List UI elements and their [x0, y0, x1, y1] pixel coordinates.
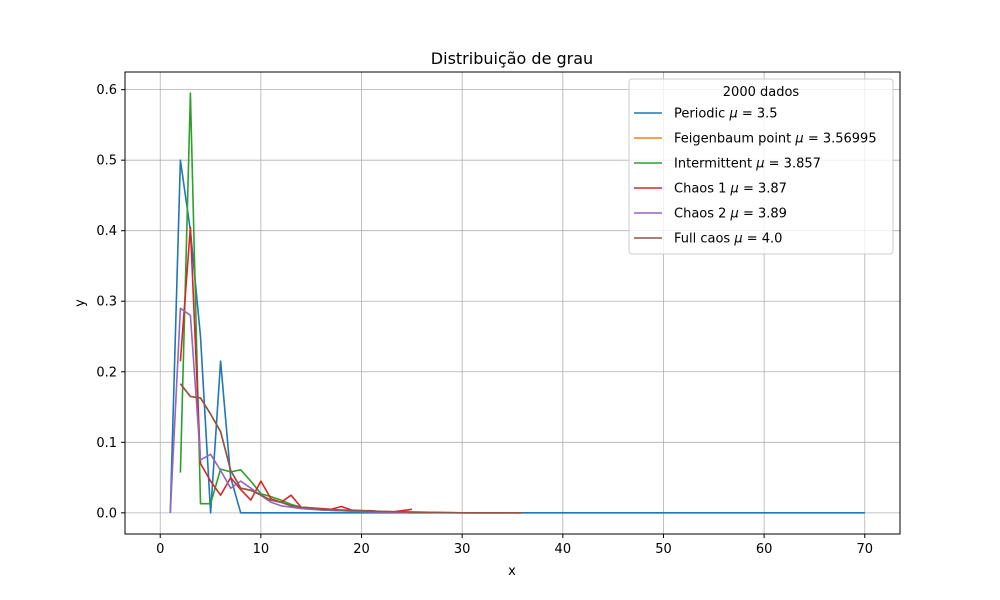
series-line-full-caos [179, 383, 523, 514]
x-tick-label: 10 [253, 542, 270, 557]
legend-label: Chaos 1 μ = 3.87 [674, 182, 787, 197]
y-tick-label: 0.4 [96, 224, 117, 239]
plot-frame [124, 71, 901, 535]
x-tick-label: 60 [756, 542, 773, 557]
x-tick-label: 50 [655, 542, 672, 557]
legend-label: Feigenbaum point μ = 3.56995 [674, 132, 877, 147]
legend-label: Intermittent μ = 3.857 [674, 157, 821, 172]
y-tick-label: 0.5 [96, 154, 117, 169]
legend-label: Chaos 2 μ = 3.89 [674, 207, 787, 222]
y-axis-label: y [73, 299, 88, 307]
y-axis: 0.0 0.1 0.2 0.3 0.4 0.5 0.6 [96, 83, 125, 521]
y-tick-label: 0.0 [96, 506, 117, 521]
series-layer [169, 92, 865, 514]
legend-entries: Periodic μ = 3.5 Feigenbaum point μ = 3.5… [634, 107, 877, 247]
x-tick-label: 70 [856, 542, 873, 557]
legend-label: Periodic μ = 3.5 [674, 107, 778, 122]
legend: 2000 dados Periodic μ = 3.5 Feigenbaum po… [628, 78, 894, 255]
x-tick-label: 30 [454, 542, 471, 557]
x-tick-label: 40 [555, 542, 572, 557]
series-line-periodic [169, 159, 865, 514]
x-tick-label: 0 [156, 542, 164, 557]
legend-box [628, 78, 894, 255]
y-tick-label: 0.6 [96, 83, 117, 98]
y-tick-label: 0.3 [96, 295, 117, 310]
legend-label: Full caos μ = 4.0 [674, 232, 782, 247]
y-tick-label: 0.2 [96, 365, 117, 380]
x-tick-label: 20 [353, 542, 370, 557]
chart-title: Distribuição de grau [431, 49, 593, 68]
x-axis: 0 10 20 30 40 50 60 70 [156, 534, 873, 557]
x-axis-label: x [508, 564, 516, 579]
legend-title: 2000 dados [723, 85, 800, 100]
y-tick-label: 0.1 [96, 436, 117, 451]
